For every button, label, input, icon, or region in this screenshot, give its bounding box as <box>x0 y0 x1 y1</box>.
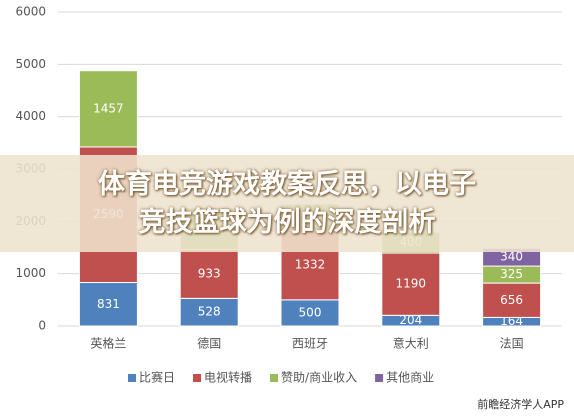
bar-segment <box>482 282 542 318</box>
legend-label: 其他商业 <box>386 370 434 385</box>
x-tick-label: 西班牙 <box>292 337 328 351</box>
value-label: 500 <box>299 305 322 319</box>
value-label: 325 <box>500 267 523 281</box>
footer: 前瞻经济学人APP <box>477 398 564 411</box>
legend-swatch <box>128 374 136 382</box>
y-tick-label: 4000 <box>15 109 46 123</box>
banner-line: 竞技篮球为例的深度剖析 <box>138 206 436 238</box>
y-tick-label: 1000 <box>15 266 46 280</box>
banner: 体育电竞游戏教案反思，以电子 竞技篮球为例的深度剖析 <box>0 155 574 252</box>
value-label: 1457 <box>93 101 124 115</box>
value-label: 1332 <box>295 257 326 271</box>
x-tick-label: 法国 <box>500 337 524 351</box>
legend-label: 赞助/商业收入 <box>281 370 357 385</box>
value-label: 528 <box>198 305 221 319</box>
bar-segment <box>179 297 239 327</box>
value-label: 656 <box>500 293 523 307</box>
bar-segment <box>78 70 138 148</box>
legend-swatch <box>375 374 384 382</box>
value-label: 204 <box>399 313 422 327</box>
x-tick-label: 意大利 <box>393 336 429 351</box>
y-tick-label: 0 <box>38 319 46 333</box>
value-label: 831 <box>97 297 120 311</box>
bar-segment <box>381 252 441 316</box>
y-tick-label: 6000 <box>15 5 46 19</box>
banner-line: 体育电竞游戏教案反思，以电子 <box>98 168 476 200</box>
value-label: 933 <box>198 266 221 280</box>
legend-label: 比赛日 <box>139 370 175 385</box>
x-tick-label: 德国 <box>197 336 221 351</box>
x-tick-label: 英格兰 <box>90 336 126 351</box>
legend-label: 电视转播 <box>204 370 252 385</box>
value-label: 1190 <box>396 277 427 291</box>
legend-swatch <box>193 374 202 382</box>
bar-segment <box>179 249 239 299</box>
legend-swatch <box>270 374 279 382</box>
value-label: 340 <box>500 250 523 264</box>
y-tick-label: 5000 <box>15 57 46 71</box>
bar-segment <box>280 299 340 327</box>
